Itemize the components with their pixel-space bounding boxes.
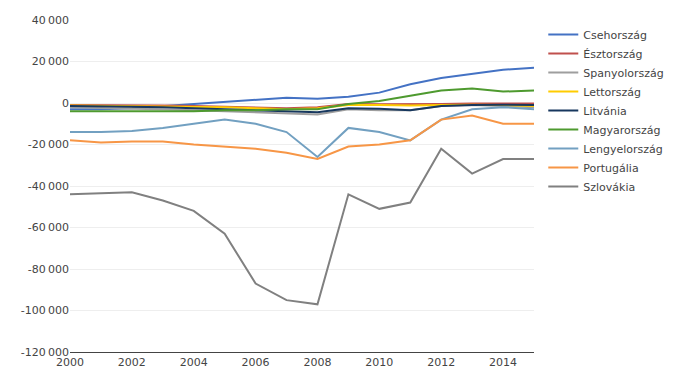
svg-text:Lengyelország: Lengyelország	[583, 143, 662, 156]
svg-text:20 000: 20 000	[32, 55, 69, 68]
svg-text:40 000: 40 000	[32, 14, 69, 27]
svg-text:Spanyolország: Spanyolország	[583, 67, 663, 80]
svg-text:2014: 2014	[489, 356, 517, 369]
svg-text:Csehország: Csehország	[583, 29, 647, 42]
svg-text:Litvánia: Litvánia	[583, 105, 627, 118]
svg-text:Magyarország: Magyarország	[583, 124, 660, 137]
svg-text:-120 000: -120 000	[21, 346, 69, 359]
svg-text:2002: 2002	[118, 356, 146, 369]
svg-text:-20 000: -20 000	[28, 138, 69, 151]
svg-text:-80 000: -80 000	[28, 263, 69, 276]
svg-text:2006: 2006	[242, 356, 270, 369]
svg-text:2008: 2008	[303, 356, 331, 369]
svg-text:Szlovákia: Szlovákia	[583, 181, 635, 194]
svg-text:-100 000: -100 000	[21, 304, 69, 317]
svg-text:Észtország: Észtország	[583, 48, 642, 61]
svg-text:Portugália: Portugália	[583, 162, 638, 175]
svg-text:2000: 2000	[56, 356, 84, 369]
svg-text:2004: 2004	[180, 356, 208, 369]
svg-text:2010: 2010	[365, 356, 393, 369]
svg-text:Lettország: Lettország	[583, 86, 641, 99]
svg-text:2012: 2012	[427, 356, 455, 369]
svg-text:-40 000: -40 000	[28, 180, 69, 193]
svg-text:-60 000: -60 000	[28, 221, 69, 234]
svg-text:0: 0	[62, 97, 69, 110]
